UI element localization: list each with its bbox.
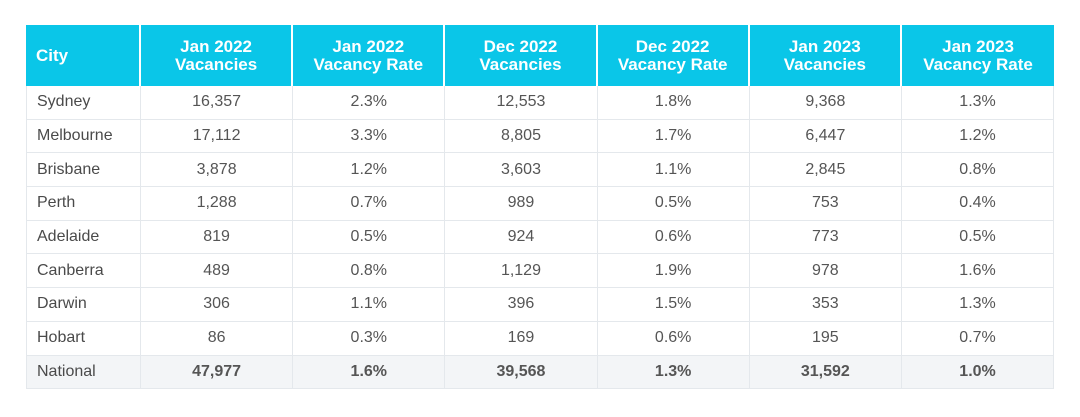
cell-value: 8,805 <box>445 119 598 154</box>
cell-value: 0.5% <box>597 187 750 221</box>
cell-city: Brisbane <box>26 153 141 188</box>
table-body: Sydney 16,357 2.3% 12,553 1.8% 9,368 1.3… <box>26 86 1055 390</box>
cell-city: Sydney <box>26 86 141 120</box>
cell-value: 0.3% <box>293 321 446 356</box>
header-line1: Jan 2022 <box>180 36 253 56</box>
cell-value: 12,553 <box>445 86 598 120</box>
cell-city: Canberra <box>26 254 141 289</box>
cell-value: 989 <box>445 187 598 221</box>
table-row-canberra: Canberra 489 0.8% 1,129 1.9% 978 1.6% <box>26 254 1055 289</box>
table-row-national: National 47,977 1.6% 39,568 1.3% 31,592 … <box>26 355 1055 390</box>
cell-value: 0.8% <box>901 153 1055 188</box>
header-jan-2023-vacancy-rate: Jan 2023 Vacancy Rate <box>901 25 1055 86</box>
cell-value: 17,112 <box>141 119 294 154</box>
table-header: City Jan 2022 Vacancies Jan 2022 Vacancy… <box>26 25 1055 86</box>
table-row-adelaide: Adelaide 819 0.5% 924 0.6% 773 0.5% <box>26 220 1055 255</box>
vacancy-table: City Jan 2022 Vacancies Jan 2022 Vacancy… <box>26 25 1055 390</box>
header-line2: Vacancies <box>479 54 562 74</box>
cell-value: 9,368 <box>749 86 902 120</box>
cell-value: 1.6% <box>293 355 446 390</box>
header-line1: Jan 2023 <box>942 36 1014 56</box>
header-city-label: City <box>36 45 69 65</box>
cell-value: 195 <box>749 321 902 356</box>
cell-city: Perth <box>26 187 141 221</box>
cell-value: 1,129 <box>445 254 598 289</box>
cell-value: 978 <box>749 254 902 289</box>
cell-value: 1,288 <box>141 187 294 221</box>
cell-value: 1.2% <box>293 153 446 188</box>
table-row-hobart: Hobart 86 0.3% 169 0.6% 195 0.7% <box>26 321 1055 356</box>
table-row-brisbane: Brisbane 3,878 1.2% 3,603 1.1% 2,845 0.8… <box>26 153 1055 188</box>
cell-value: 47,977 <box>141 355 294 390</box>
cell-value: 1.8% <box>597 86 750 120</box>
table-row-melbourne: Melbourne 17,112 3.3% 8,805 1.7% 6,447 1… <box>26 119 1055 154</box>
header-line2: Vacancies <box>783 54 866 74</box>
header-line1: Jan 2023 <box>788 36 861 56</box>
table-row-perth: Perth 1,288 0.7% 989 0.5% 753 0.4% <box>26 187 1055 221</box>
cell-value: 0.6% <box>597 321 750 356</box>
cell-value: 0.5% <box>293 220 446 255</box>
cell-value: 0.5% <box>901 220 1055 255</box>
cell-value: 306 <box>141 288 294 322</box>
cell-value: 396 <box>445 288 598 322</box>
cell-city: Adelaide <box>26 220 141 255</box>
cell-value: 0.8% <box>293 254 446 289</box>
cell-value: 3,878 <box>141 153 294 188</box>
cell-value: 0.7% <box>293 187 446 221</box>
cell-city: Hobart <box>26 321 141 356</box>
header-line2: Vacancy Rate <box>313 54 424 74</box>
cell-value: 353 <box>749 288 902 322</box>
cell-value: 924 <box>445 220 598 255</box>
cell-value: 1.0% <box>901 355 1055 390</box>
cell-value: 31,592 <box>749 355 902 390</box>
cell-value: 16,357 <box>141 86 294 120</box>
cell-value: 169 <box>445 321 598 356</box>
cell-value: 0.7% <box>901 321 1055 356</box>
cell-value: 1.6% <box>901 254 1055 289</box>
header-line1: Dec 2022 <box>635 36 710 56</box>
cell-value: 39,568 <box>445 355 598 390</box>
cell-value: 1.1% <box>597 153 750 188</box>
cell-value: 0.6% <box>597 220 750 255</box>
header-jan-2022-vacancies: Jan 2022 Vacancies <box>141 25 294 86</box>
cell-city: Darwin <box>26 288 141 322</box>
table-row-sydney: Sydney 16,357 2.3% 12,553 1.8% 9,368 1.3… <box>26 86 1055 120</box>
vacancy-table-container: City Jan 2022 Vacancies Jan 2022 Vacancy… <box>26 25 1055 390</box>
cell-value: 1.1% <box>293 288 446 322</box>
header-line2: Vacancies <box>174 54 258 74</box>
cell-city: National <box>26 355 141 390</box>
header-city: City <box>26 25 141 86</box>
header-dec-2022-vacancies: Dec 2022 Vacancies <box>445 25 598 86</box>
cell-value: 773 <box>749 220 902 255</box>
header-jan-2023-vacancies: Jan 2023 Vacancies <box>749 25 902 86</box>
cell-value: 1.3% <box>901 86 1055 120</box>
cell-value: 2,845 <box>749 153 902 188</box>
cell-value: 1.3% <box>901 288 1055 322</box>
cell-value: 2.3% <box>293 86 446 120</box>
cell-value: 753 <box>749 187 902 221</box>
table-row-darwin: Darwin 306 1.1% 396 1.5% 353 1.3% <box>26 288 1055 322</box>
cell-value: 3,603 <box>445 153 598 188</box>
cell-value: 3.3% <box>293 119 446 154</box>
cell-value: 6,447 <box>749 119 902 154</box>
header-line1: Dec 2022 <box>483 36 558 56</box>
header-dec-2022-vacancy-rate: Dec 2022 Vacancy Rate <box>597 25 750 86</box>
header-line1: Jan 2022 <box>332 36 405 56</box>
cell-value: 86 <box>141 321 294 356</box>
cell-value: 1.3% <box>597 355 750 390</box>
cell-value: 1.5% <box>597 288 750 322</box>
header-row: City Jan 2022 Vacancies Jan 2022 Vacancy… <box>26 25 1055 86</box>
header-jan-2022-vacancy-rate: Jan 2022 Vacancy Rate <box>293 25 446 86</box>
cell-value: 0.4% <box>901 187 1055 221</box>
header-line2: Vacancy Rate <box>617 54 728 74</box>
header-line2: Vacancy Rate <box>923 54 1033 74</box>
cell-value: 1.7% <box>597 119 750 154</box>
cell-city: Melbourne <box>26 119 141 154</box>
cell-value: 1.2% <box>901 119 1055 154</box>
cell-value: 819 <box>141 220 294 255</box>
cell-value: 489 <box>141 254 294 289</box>
cell-value: 1.9% <box>597 254 750 289</box>
